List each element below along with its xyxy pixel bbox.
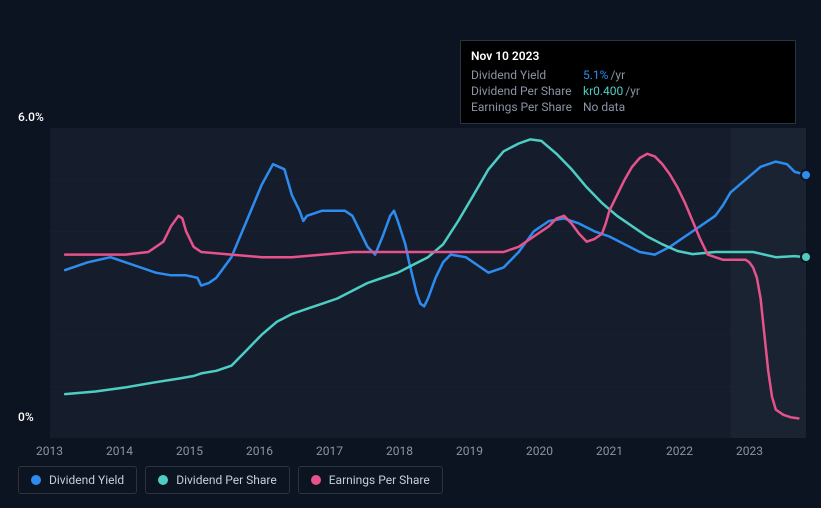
- chart-tooltip: Nov 10 2023 Dividend Yield 5.1%/yr Divid…: [460, 40, 796, 124]
- tooltip-suffix: /yr: [625, 84, 640, 98]
- x-axis-label: 2014: [106, 444, 133, 458]
- legend-label: Dividend Per Share: [176, 473, 277, 487]
- x-axis-label: 2013: [36, 444, 63, 458]
- legend-label: Dividend Yield: [49, 473, 124, 487]
- legend-item-dividend-per-share[interactable]: Dividend Per Share: [145, 466, 290, 494]
- tooltip-value: No data: [583, 100, 625, 114]
- legend-label: Earnings Per Share: [329, 473, 430, 487]
- tooltip-value: 5.1%: [583, 68, 608, 82]
- tooltip-row-eps: Earnings Per Share No data: [471, 99, 785, 115]
- tooltip-row-dps: Dividend Per Share kr0.400/yr: [471, 83, 785, 99]
- x-axis-label: 2015: [176, 444, 203, 458]
- legend-dot-icon: [31, 475, 41, 485]
- chart-plot-area[interactable]: [50, 128, 806, 438]
- legend-item-dividend-yield[interactable]: Dividend Yield: [18, 466, 137, 494]
- x-axis-label: 2021: [596, 444, 623, 458]
- tooltip-label: Dividend Yield: [471, 68, 583, 82]
- legend-dot-icon: [311, 475, 321, 485]
- tooltip-value: kr0.400: [583, 84, 623, 98]
- x-axis-label: 2016: [246, 444, 273, 458]
- y-axis-min-label: 0%: [18, 410, 34, 424]
- legend-dot-icon: [158, 475, 168, 485]
- tooltip-suffix: /yr: [610, 68, 625, 82]
- dividend-chart: Nov 10 2023 Dividend Yield 5.1%/yr Divid…: [18, 10, 808, 465]
- legend-item-earnings-per-share[interactable]: Earnings Per Share: [298, 466, 443, 494]
- x-axis-label: 2017: [316, 444, 343, 458]
- y-axis-max-label: 6.0%: [18, 110, 44, 124]
- x-axis-label: 2019: [456, 444, 483, 458]
- tooltip-label: Earnings Per Share: [471, 100, 583, 114]
- x-axis-label: 2018: [386, 444, 413, 458]
- tooltip-date: Nov 10 2023: [471, 49, 785, 63]
- chart-legend: Dividend Yield Dividend Per Share Earnin…: [18, 466, 443, 494]
- series-marker-icon: [800, 251, 812, 263]
- x-axis-label: 2022: [666, 444, 693, 458]
- x-axis-label: 2020: [526, 444, 553, 458]
- tooltip-label: Dividend Per Share: [471, 84, 583, 98]
- x-axis-label: 2023: [736, 444, 763, 458]
- tooltip-row-yield: Dividend Yield 5.1%/yr: [471, 67, 785, 83]
- series-marker-icon: [800, 169, 812, 181]
